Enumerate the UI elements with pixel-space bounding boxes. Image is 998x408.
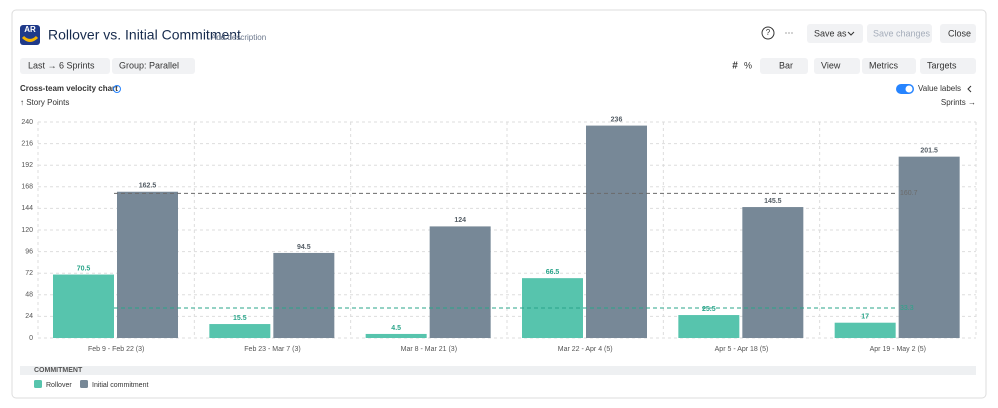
toggle-knob [905, 85, 913, 93]
value-label: 236 [611, 116, 623, 123]
legend-header-bg [20, 366, 976, 375]
bar [53, 274, 114, 338]
reference-label: 160.7 [900, 190, 918, 197]
y-tick-label: 168 [21, 184, 33, 191]
legend-label: Initial commitment [92, 382, 148, 389]
count-toggle[interactable]: # [732, 61, 738, 72]
legend-header: COMMITMENT [34, 367, 83, 374]
x-tick-label: Feb 9 - Feb 22 (3) [88, 346, 144, 353]
value-label: 17 [861, 314, 869, 321]
bar [117, 191, 178, 338]
close[interactable]: Close [948, 28, 971, 38]
value-label: 70.5 [77, 265, 91, 272]
bar [834, 322, 896, 338]
value-label: 162.5 [139, 183, 157, 190]
bar [273, 252, 335, 338]
legend-swatch [34, 380, 42, 388]
save-changes-button[interactable] [867, 24, 932, 43]
value-labels-toggle[interactable]: Value labels [918, 84, 961, 93]
legend-label: Rollover [46, 382, 72, 389]
metrics[interactable]: Metrics [869, 60, 898, 70]
group[interactable]: Group: Parallel [119, 60, 179, 70]
view[interactable]: View [821, 60, 841, 70]
save-as[interactable]: Save as [814, 28, 847, 38]
value-label: 15.5 [233, 315, 247, 322]
info-icon[interactable] [113, 85, 121, 93]
group-button[interactable] [112, 58, 195, 74]
close-button[interactable] [940, 24, 976, 43]
bar-button[interactable] [760, 58, 808, 74]
x-axis-label: Sprints → [941, 98, 976, 107]
value-label: 94.5 [297, 244, 311, 251]
percent-toggle[interactable]: % [744, 60, 752, 70]
y-tick-label: 192 [21, 162, 33, 169]
save-changes[interactable]: Save changes [873, 28, 931, 38]
x-tick-label: Feb 23 - Mar 7 (3) [244, 346, 300, 353]
bar [209, 324, 271, 338]
help-icon[interactable] [761, 26, 775, 40]
bar [678, 315, 740, 338]
logo: AR [20, 25, 40, 45]
y-tick-label: 120 [21, 227, 33, 234]
reference-label: 33.3 [900, 305, 914, 312]
x-tick-label: Apr 19 - May 2 (5) [870, 346, 926, 353]
legend-swatch [80, 380, 88, 388]
y-axis-label: ↑ Story Points [20, 98, 69, 107]
y-tick-label: 96 [25, 248, 33, 255]
title: Rollover vs. Initial Commitment [48, 27, 241, 43]
y-tick-label: 24 [25, 313, 33, 320]
y-tick-label: 0 [29, 335, 33, 342]
bar [429, 226, 491, 338]
add-description[interactable]: Add description [211, 33, 266, 42]
bar [586, 125, 647, 338]
bar [522, 278, 583, 338]
y-tick-label: 144 [21, 205, 33, 212]
metrics-button[interactable] [862, 58, 916, 74]
collapse[interactable] [967, 85, 972, 93]
y-tick-label: 48 [25, 292, 33, 299]
view-button[interactable] [814, 58, 860, 74]
section-title: Cross-team velocity chart [20, 84, 118, 93]
more[interactable]: ··· [785, 27, 794, 37]
svg-text:AR: AR [24, 25, 36, 34]
x-tick-label: Mar 22 - Apr 4 (5) [558, 346, 613, 353]
chart-kind[interactable]: Bar [779, 60, 793, 70]
x-tick-label: Apr 5 - Apr 18 (5) [715, 346, 769, 353]
y-tick-label: 240 [21, 119, 33, 126]
targets-button[interactable] [920, 58, 976, 74]
bar [742, 207, 804, 338]
save-as-button[interactable] [807, 24, 863, 43]
y-tick-label: 216 [21, 140, 33, 147]
value-label: 4.5 [391, 325, 401, 332]
y-tick-label: 72 [25, 270, 33, 277]
value-label: 25.5 [702, 306, 716, 313]
value-label: 201.5 [920, 147, 938, 154]
value-label: 145.5 [764, 198, 782, 205]
bar [365, 333, 427, 338]
range[interactable]: Last → 6 Sprints [28, 60, 95, 70]
help[interactable]: ? [766, 28, 771, 37]
x-tick-label: Mar 8 - Mar 21 (3) [401, 346, 457, 353]
bar [898, 156, 960, 338]
value-label: 124 [454, 217, 466, 224]
value-label: 66.5 [546, 269, 560, 276]
targets[interactable]: Targets [927, 60, 957, 70]
range-button[interactable] [20, 58, 110, 74]
